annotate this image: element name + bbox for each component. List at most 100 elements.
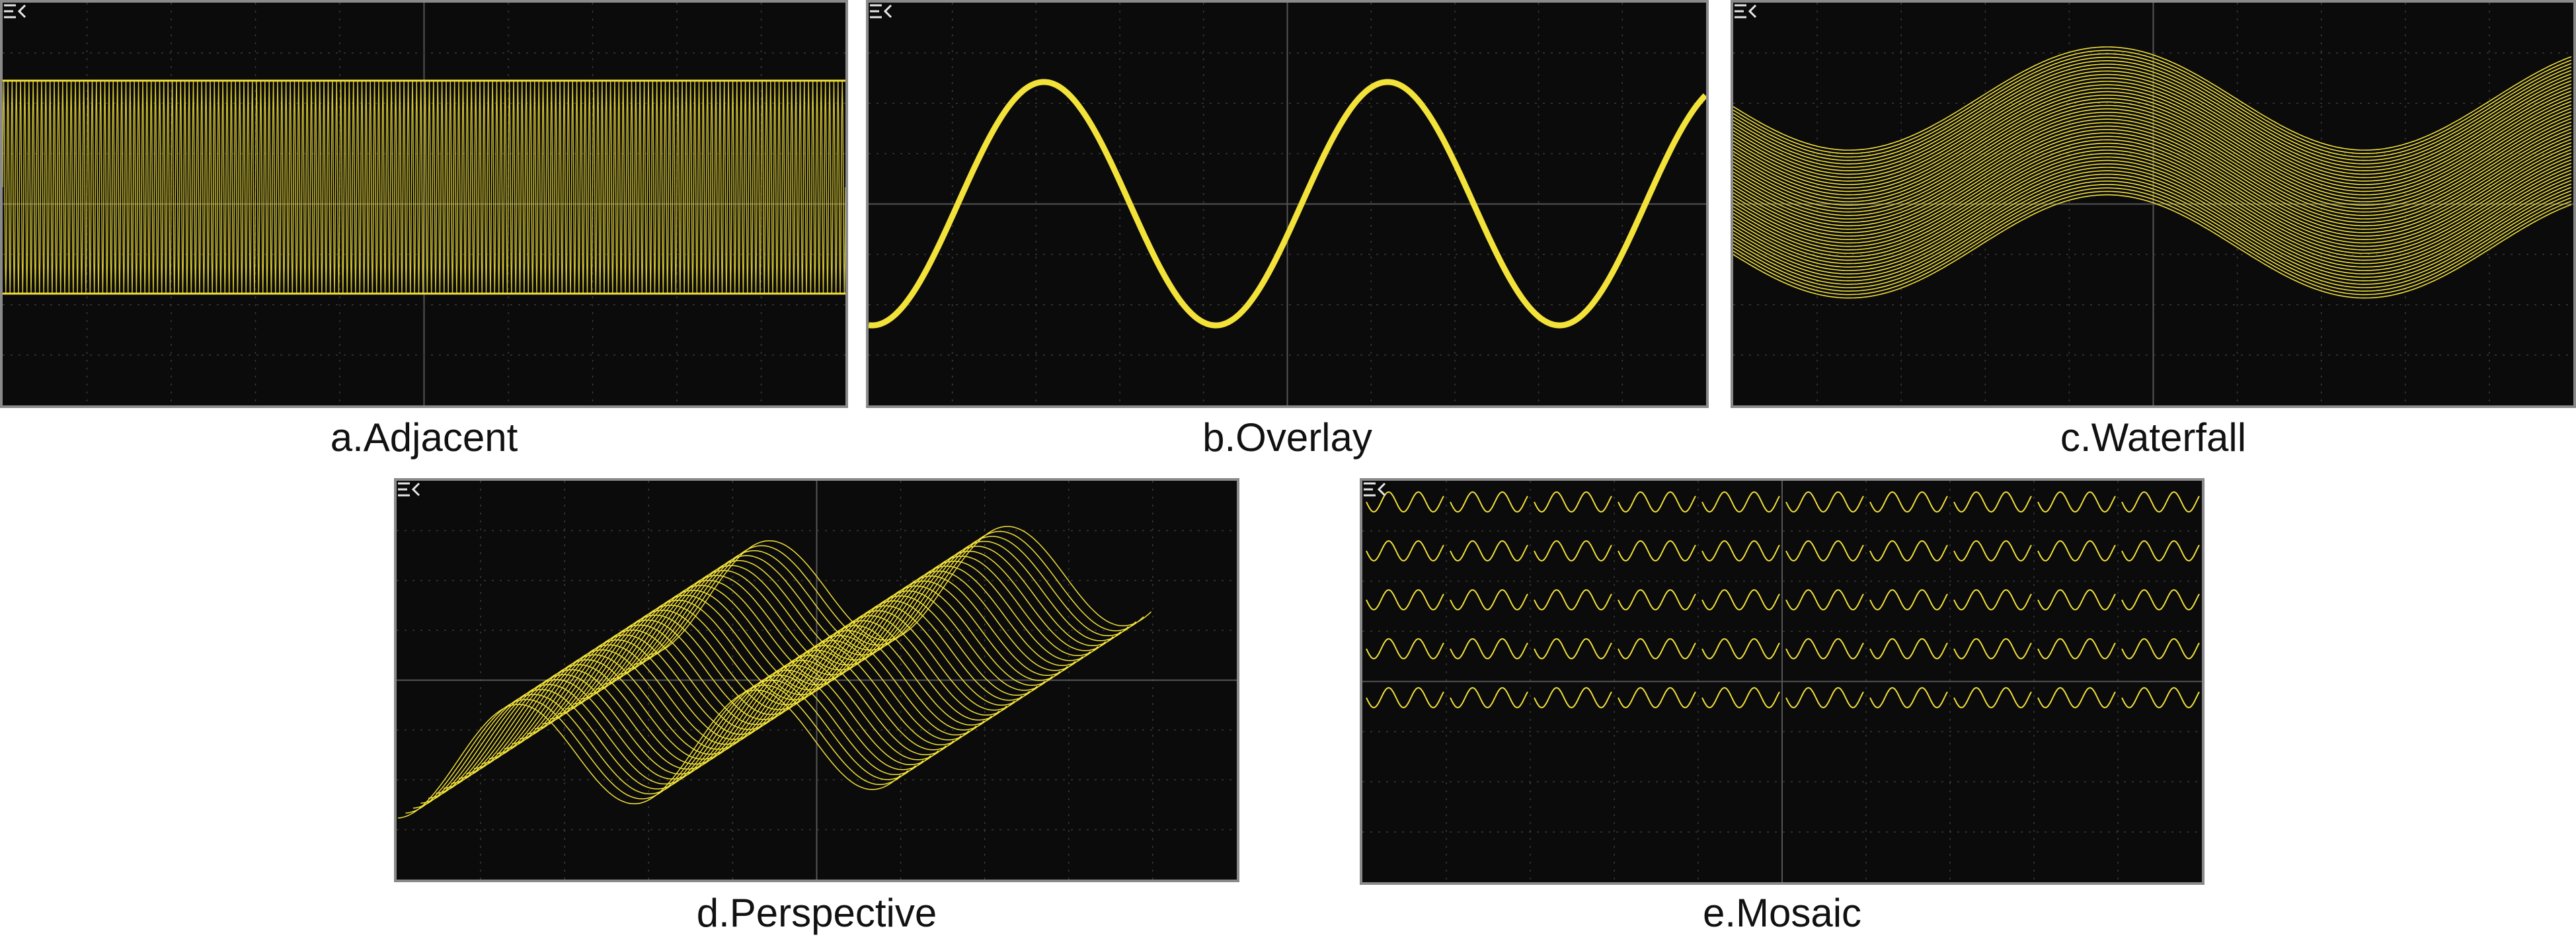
trace [1733,156,2572,261]
trace [1733,87,2572,192]
trace [1953,540,2032,561]
scope-screen-mosaic[interactable] [1360,478,2205,885]
trace [641,530,1144,660]
waveform-adjacent [3,3,845,405]
trace [1953,491,2032,513]
expand-menu-icon[interactable] [869,3,895,20]
trace [2121,491,2200,513]
trace [2037,491,2116,513]
trace [1701,589,1780,610]
trace [1733,60,2572,165]
scope-screen-adjacent[interactable] [0,0,848,408]
trace [428,669,931,799]
panel-overlay: b.Overlay [866,0,1709,463]
trace [565,580,1068,710]
expand-menu-icon[interactable] [397,481,423,498]
panel-perspective: d.Perspective [394,478,1239,947]
trace [1733,84,2572,188]
trace [436,665,939,794]
caption-mosaic: e.Mosaic [1702,891,1862,935]
trace [2121,589,2200,610]
trace [420,675,924,804]
trace [1785,589,1864,610]
trace [488,630,992,759]
graticule [1733,3,2573,405]
trace [1534,540,1612,561]
trace [1366,638,1444,659]
trace [519,610,1023,739]
trace [405,684,909,814]
trace [1701,638,1780,659]
scope-screen-perspective[interactable] [394,478,1239,882]
trace [1733,98,2572,202]
trace [481,635,985,764]
trace [1733,95,2572,199]
trace [504,620,1007,749]
scope-screen-waterfall[interactable] [1731,0,2576,408]
trace [2121,687,2200,708]
trace [1733,50,2572,154]
trace [412,679,916,809]
trace [1534,638,1612,659]
trace [2037,589,2116,610]
trace [633,536,1137,665]
trace [1450,687,1528,708]
trace [1534,491,1612,513]
trace [1733,122,2572,227]
scope-screen-overlay[interactable] [866,0,1709,408]
trace [1618,638,1696,659]
trace [1733,142,2572,247]
caption-waterfall: c.Waterfall [2060,415,2247,460]
trace [1733,173,2572,278]
trace [542,595,1046,725]
expand-menu-icon[interactable] [3,3,29,20]
panel-mosaic: e.Mosaic [1360,478,2205,947]
trace [1733,67,2572,171]
trace [1869,687,1948,708]
trace [1733,177,2572,282]
expand-menu-icon[interactable] [1733,3,1760,20]
trace [443,659,947,789]
trace [1618,540,1696,561]
trace [1733,146,2572,251]
trace [451,655,955,784]
trace [610,550,1114,680]
trace [1733,91,2572,196]
waveform-mosaic [1362,481,2202,882]
trace [2037,540,2116,561]
trace [1953,687,2032,708]
trace [1733,101,2572,206]
trace [1366,491,1444,513]
trace [466,645,970,774]
trace [1618,687,1696,708]
trace [1450,589,1528,610]
trace [1450,540,1528,561]
trace [625,540,1129,670]
trace [1733,73,2572,179]
trace [2037,638,2116,659]
trace [1733,163,2572,268]
trace [1733,149,2572,254]
caption-overlay: b.Overlay [1202,415,1372,460]
trace [397,689,901,819]
trace [1366,540,1444,561]
panel-adjacent: a.Adjacent [0,0,848,463]
trace [1733,181,2572,285]
trace [1366,589,1444,610]
trace [1869,589,1948,610]
trace [1785,687,1864,708]
trace [1733,46,2572,151]
trace [557,585,1061,715]
trace [1785,491,1864,513]
trace [1733,118,2572,223]
trace [648,526,1152,655]
trace [1733,170,2572,274]
trace [1534,687,1612,708]
trace [1733,108,2572,213]
expand-menu-icon[interactable] [1362,481,1389,498]
trace [534,600,1038,729]
trace [473,639,977,769]
trace [1733,115,2572,220]
trace [1733,132,2572,237]
trace [458,649,962,779]
